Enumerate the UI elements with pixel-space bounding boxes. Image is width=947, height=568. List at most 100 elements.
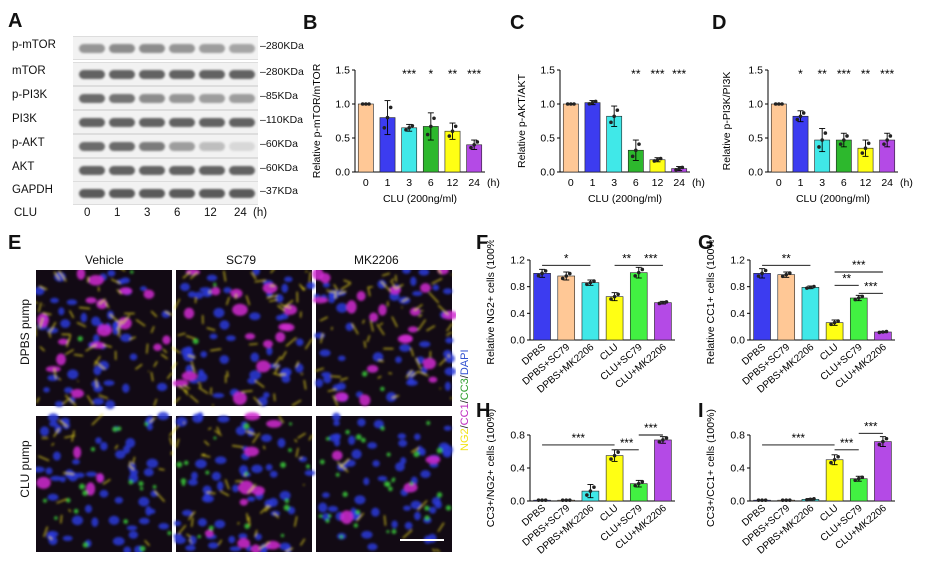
y-tick-label: 1.0: [335, 99, 350, 111]
data-point: [472, 143, 476, 147]
y-tick-label: 1.2: [730, 255, 745, 267]
bar: [770, 103, 787, 173]
data-point: [845, 134, 849, 138]
blot-band: [79, 44, 105, 53]
blot-band: [139, 189, 165, 198]
data-point: [853, 297, 857, 302]
data-point: [407, 126, 411, 130]
micro-row-clu: CLU pump: [18, 440, 32, 498]
blot-row: [73, 110, 258, 134]
x-axis-label: CLU (200ng/ml): [383, 193, 457, 205]
bar: [401, 127, 418, 173]
blot-band: [199, 118, 225, 127]
data-point: [664, 436, 669, 440]
x-tick-label: 0: [776, 177, 782, 189]
data-point: [866, 141, 871, 146]
blot-band: [139, 166, 165, 175]
data-point: [760, 498, 764, 502]
blot-band: [199, 189, 225, 198]
data-point: [856, 296, 861, 300]
data-point: [388, 105, 393, 110]
stain-legend-item: /: [459, 400, 471, 404]
x-tick-label: 1: [798, 177, 804, 189]
data-point: [640, 479, 645, 484]
data-point: [609, 120, 613, 125]
micro-col-sc79: SC79: [226, 253, 257, 267]
data-point: [853, 478, 857, 483]
blot-band: [229, 118, 255, 127]
blot-kda-label: –280KDa: [260, 40, 304, 52]
blot-band: [199, 142, 225, 151]
data-point: [842, 138, 846, 142]
data-point: [832, 320, 837, 325]
significance-label: ***: [672, 67, 686, 81]
significance-label: ***: [864, 281, 878, 293]
y-tick-label: 0.0: [730, 335, 745, 347]
data-point: [572, 102, 576, 106]
data-point: [661, 300, 665, 305]
data-point: [410, 123, 415, 128]
blot-band: [169, 118, 195, 127]
y-tick-label: 0.5: [748, 133, 763, 145]
significance-label: **: [622, 253, 631, 265]
data-point: [820, 138, 824, 142]
data-point: [568, 271, 572, 276]
blot-band: [229, 70, 255, 79]
significance-label: ***: [792, 433, 806, 445]
data-point: [763, 498, 768, 502]
data-point: [364, 102, 368, 106]
blot-band: [169, 166, 195, 175]
data-point: [612, 453, 617, 458]
blot-kda-label: –60KDa: [260, 162, 298, 174]
y-tick-label: 0.0: [748, 167, 763, 179]
blot-band: [169, 142, 195, 151]
blot-band: [199, 166, 225, 175]
micrograph: [169, 411, 316, 552]
y-axis-label: Relative NG2+ cells (100%): [485, 240, 497, 365]
data-point: [640, 267, 645, 272]
y-axis-label: CC3+/CC1+ cells (100%): [705, 409, 717, 527]
x-axis-label: CLU (200ng/ml): [796, 193, 870, 205]
blot-row-label: PI3K: [12, 113, 37, 125]
y-tick-label: 0.0: [510, 496, 525, 508]
blot-clu-label: CLU: [14, 207, 38, 219]
blot-band: [109, 166, 135, 175]
bar: [605, 455, 624, 502]
blot-band: [109, 142, 135, 151]
data-point: [367, 102, 371, 106]
data-point: [808, 497, 813, 502]
data-point: [630, 154, 635, 159]
bar: [825, 459, 844, 502]
significance-label: ***: [650, 67, 664, 81]
bar: [792, 115, 809, 173]
significance-label: **: [631, 67, 641, 81]
data-point: [777, 102, 781, 106]
data-point: [882, 142, 886, 146]
data-point: [425, 132, 430, 137]
bar: [584, 102, 601, 173]
y-tick-label: 0.0: [335, 167, 350, 179]
y-tick-label: 0.8: [730, 281, 745, 293]
blot-row: [73, 36, 258, 60]
stain-legend-item: CC1: [459, 403, 471, 426]
y-tick-label: 0.0: [730, 496, 745, 508]
panel-label-g: G: [698, 232, 714, 254]
bar: [533, 273, 551, 341]
data-point: [860, 151, 865, 155]
y-tick-label: 0.0: [540, 167, 555, 179]
data-point: [780, 102, 784, 106]
data-point: [884, 329, 889, 334]
data-point: [633, 274, 637, 278]
bar: [581, 282, 600, 341]
significance-label: ***: [837, 67, 851, 81]
data-point: [658, 156, 663, 161]
data-point: [780, 498, 785, 502]
blot-row-label: mTOR: [12, 65, 46, 77]
blot-band: [139, 70, 165, 79]
data-point: [877, 330, 882, 335]
data-point: [829, 460, 833, 465]
blot-band: [199, 44, 225, 53]
data-point: [780, 274, 785, 279]
